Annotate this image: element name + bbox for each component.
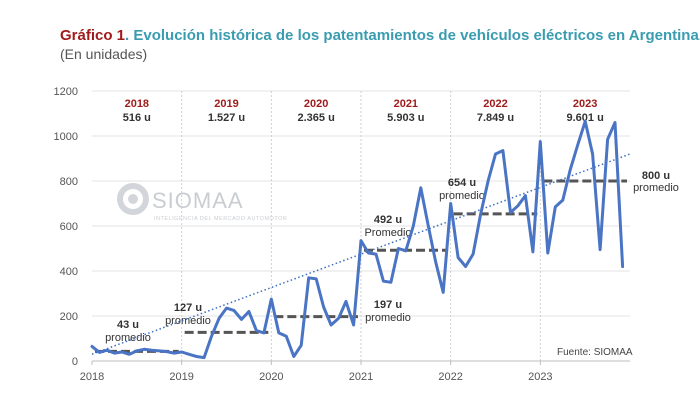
series-line (90, 119, 625, 360)
x-tick-label: 2022 (438, 371, 462, 383)
year-label: 2020 (304, 98, 328, 110)
year-label: 2023 (573, 98, 597, 110)
y-tick-label: 600 (60, 221, 78, 233)
year-boxes: 2018 516 u 2019 1.527 u 2020 2.365 u 2021 5.903… (123, 98, 604, 124)
series-layer (90, 119, 625, 360)
x-tick-label: 2020 (259, 371, 283, 383)
y-tick-label: 400 (60, 266, 78, 278)
average-value-label: 492 u (374, 214, 402, 226)
y-tick-label: 0 (72, 356, 78, 368)
year-label: 2018 (125, 98, 149, 110)
average-value-label: 800 u (642, 170, 670, 182)
y-tick-label: 200 (60, 311, 78, 323)
watermark-name: SIOMAA (152, 188, 244, 213)
x-tick-label: 2018 (80, 371, 104, 383)
average-note-label: promedio (365, 312, 411, 324)
watermark-tagline: INTELIGENCIA DEL MERCADO AUTOMOTOR (154, 216, 287, 222)
year-total-label: 9.601 u (567, 112, 604, 124)
x-tick-label: 2021 (349, 371, 373, 383)
year-label: 2022 (483, 98, 507, 110)
year-total-label: 7.849 u (477, 112, 514, 124)
average-note-label: promedio (165, 315, 211, 327)
average-note-label: Promedio (364, 227, 411, 239)
y-tick-label: 1000 (54, 131, 78, 143)
average-value-label: 43 u (117, 319, 139, 331)
year-total-label: 1.527 u (208, 112, 245, 124)
average-value-label: 197 u (374, 299, 402, 311)
average-note-label: promedio (105, 332, 151, 344)
siomaa-logo-icon (117, 183, 149, 215)
grid-layer (92, 90, 630, 361)
siomaa-watermark: SIOMAA INTELIGENCIA DEL MERCADO AUTOMOTO… (117, 183, 287, 222)
year-total-label: 516 u (123, 112, 151, 124)
average-note-label: promedio (633, 182, 679, 194)
x-tick-label: 2019 (169, 371, 193, 383)
year-label: 2019 (214, 98, 238, 110)
average-value-label: 654 u (448, 177, 476, 189)
chart-subtitle: (En unidades) (60, 46, 148, 62)
chart-title: Gráfico 1. Evolución histórica de los pa… (60, 27, 700, 44)
year-total-label: 2.365 u (298, 112, 335, 124)
year-total-label: 5.903 u (387, 112, 424, 124)
chart-title-main: . Evolución histórica de los patentamien… (125, 27, 700, 44)
chart-title-prefix: Gráfico 1 (60, 27, 126, 44)
average-note-label: promedio (439, 190, 485, 202)
y-tick-label: 800 (60, 176, 78, 188)
year-label: 2021 (394, 98, 418, 110)
source-note: Fuente: SIOMAA (557, 347, 633, 358)
axis-layer: 0 200 400 600 800 1000 1200 2018 2019 2020 2021 202… (54, 86, 630, 383)
x-tick-label: 2023 (528, 371, 552, 383)
average-value-label: 127 u (174, 302, 202, 314)
y-tick-label: 1200 (54, 86, 78, 98)
